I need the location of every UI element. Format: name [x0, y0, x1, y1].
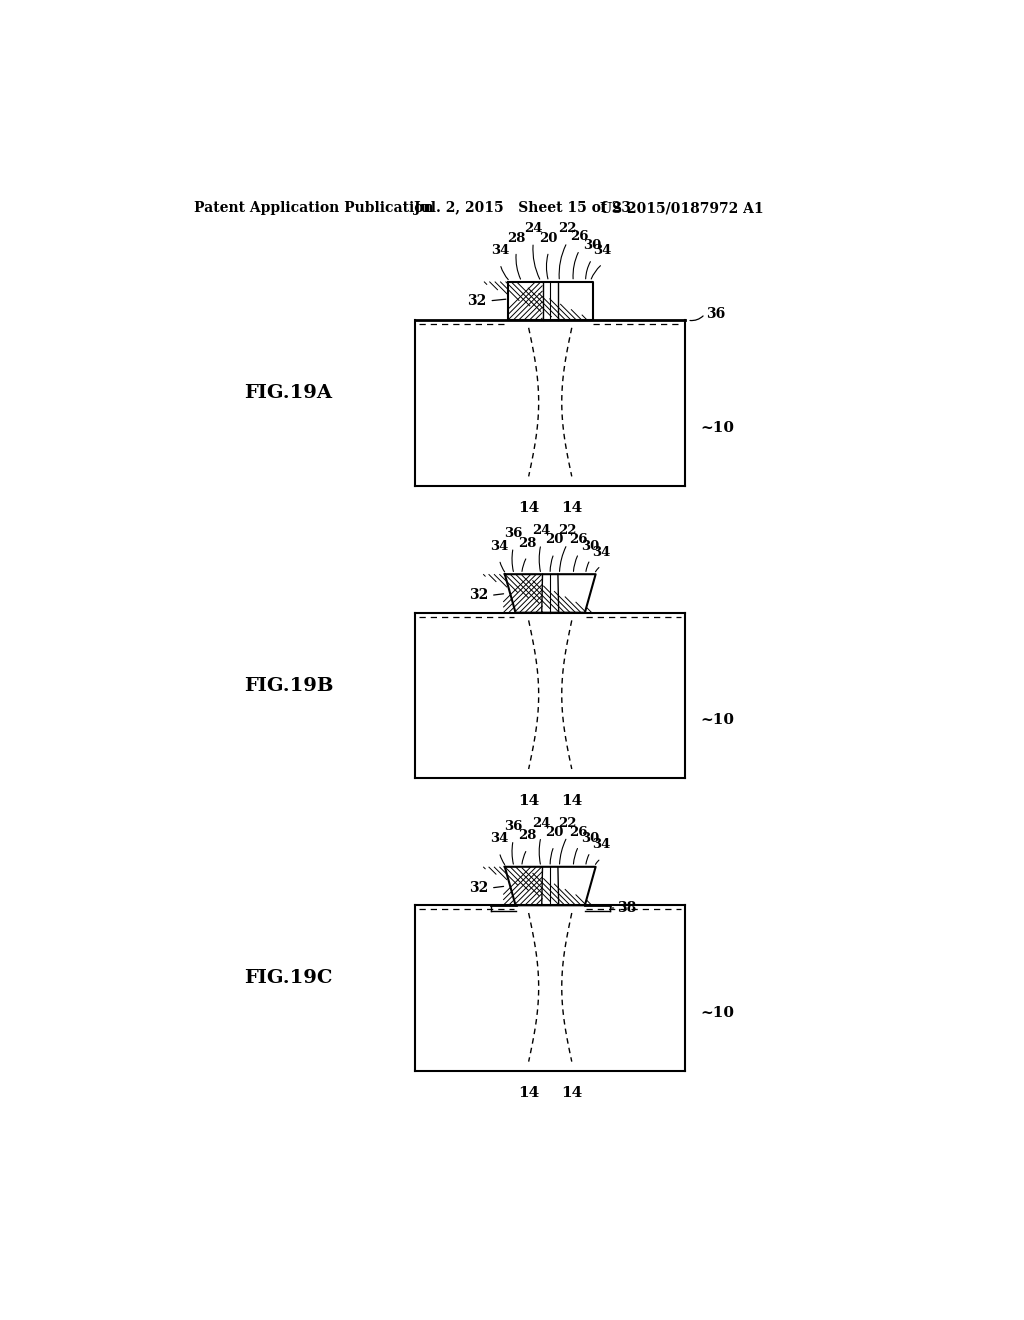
Text: 32: 32	[469, 589, 487, 602]
Text: 14: 14	[518, 1086, 540, 1101]
Text: 26: 26	[569, 533, 588, 546]
Text: 28: 28	[518, 829, 537, 842]
Text: 34: 34	[593, 244, 611, 257]
Text: 30: 30	[582, 832, 599, 845]
Text: 20: 20	[540, 231, 558, 244]
Text: Patent Application Publication: Patent Application Publication	[194, 202, 433, 215]
Text: 22: 22	[558, 524, 577, 537]
Text: Jul. 2, 2015   Sheet 15 of 23: Jul. 2, 2015 Sheet 15 of 23	[414, 202, 631, 215]
Text: 32: 32	[467, 294, 486, 308]
Text: 14: 14	[518, 502, 540, 515]
Text: 14: 14	[518, 793, 540, 808]
Text: 26: 26	[570, 230, 589, 243]
Text: 28: 28	[507, 231, 525, 244]
Text: 28: 28	[518, 536, 537, 549]
Text: 20: 20	[545, 826, 563, 840]
Text: 22: 22	[558, 817, 577, 830]
Text: 36: 36	[504, 527, 522, 540]
Text: 34: 34	[490, 832, 509, 845]
Text: 14: 14	[561, 793, 583, 808]
Text: ~10: ~10	[700, 1006, 734, 1020]
Text: 34: 34	[490, 540, 509, 553]
Text: 34: 34	[592, 545, 610, 558]
Text: 30: 30	[583, 239, 601, 252]
Text: 24: 24	[531, 817, 550, 830]
Text: 30: 30	[582, 540, 599, 553]
Text: US 2015/0187972 A1: US 2015/0187972 A1	[600, 202, 764, 215]
Text: 24: 24	[531, 524, 550, 537]
Text: 14: 14	[561, 1086, 583, 1101]
Text: ~10: ~10	[700, 421, 734, 434]
Text: 36: 36	[707, 308, 726, 321]
Text: 34: 34	[592, 838, 610, 851]
Text: FIG.19B: FIG.19B	[245, 677, 334, 694]
Text: 14: 14	[561, 502, 583, 515]
Text: ~10: ~10	[700, 713, 734, 727]
Text: 38: 38	[617, 902, 637, 915]
Text: 36: 36	[504, 820, 522, 833]
Text: 32: 32	[469, 880, 487, 895]
Text: 24: 24	[524, 222, 543, 235]
Text: 22: 22	[558, 222, 577, 235]
Text: FIG.19A: FIG.19A	[245, 384, 333, 403]
Text: 20: 20	[545, 533, 563, 546]
Text: FIG.19C: FIG.19C	[245, 969, 333, 987]
Text: 26: 26	[569, 826, 588, 840]
Text: 34: 34	[490, 244, 509, 257]
